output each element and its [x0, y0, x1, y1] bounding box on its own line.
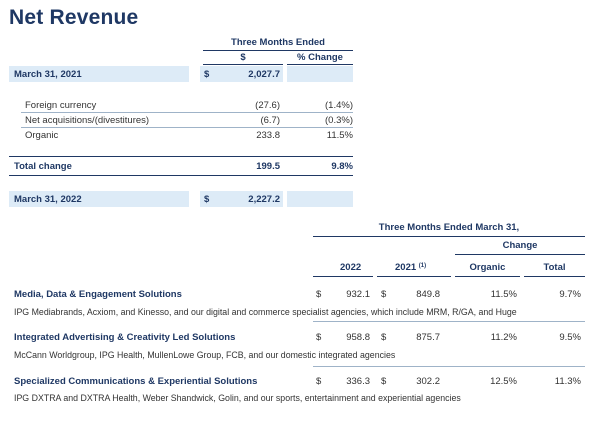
start-row-value: 2,027.7	[248, 69, 280, 80]
col-header-2021-year: 2021	[395, 262, 417, 273]
end-value-band	[200, 191, 283, 207]
col-rule-organic	[455, 276, 520, 277]
total-row-change: 9.8%	[331, 161, 353, 172]
segment-description: IPG Mediabrands, Acxiom, and Kinesso, an…	[14, 307, 517, 317]
segment-currency-2022: $	[316, 376, 322, 387]
segment-organic: 12.5%	[490, 376, 517, 387]
col-rule-total	[524, 276, 585, 277]
footnote-marker: (1)	[418, 263, 427, 269]
col-header-dollar: $	[240, 52, 246, 63]
start-row-band	[9, 66, 189, 82]
total-row-value: 199.5	[256, 161, 280, 172]
change-header: Change	[502, 240, 538, 251]
group-header: Three Months Ended	[231, 37, 325, 48]
segment-divider	[313, 366, 585, 367]
end-row-band	[9, 191, 189, 207]
total-rule-bottom	[9, 175, 353, 176]
row-label: Foreign currency	[25, 100, 97, 111]
segment-value-2021: 875.7	[416, 332, 440, 343]
start-row-currency: $	[204, 69, 210, 80]
segment-value-2022: 958.8	[346, 332, 370, 343]
group-header-rule	[203, 50, 353, 51]
row-divider	[21, 127, 353, 128]
row-label: Net acquisitions/(divestitures)	[25, 115, 150, 126]
change-header-rule	[455, 254, 585, 255]
start-row-label: March 31, 2021	[14, 69, 82, 80]
total-row-label: Total change	[14, 161, 72, 172]
col-rule-change	[287, 64, 353, 65]
segment-description: McCann Worldgroup, IPG Health, MullenLow…	[14, 350, 396, 360]
segment-value-2021: 302.2	[416, 376, 440, 387]
segment-total: 11.3%	[554, 376, 581, 387]
row-value: 233.8	[256, 130, 280, 141]
end-row-label: March 31, 2022	[14, 194, 82, 205]
segment-name: Media, Data & Engagement Solutions	[14, 289, 182, 300]
end-row-value: 2,227.2	[248, 194, 280, 205]
segment-name: Specialized Communications & Experientia…	[14, 376, 258, 387]
segment-total: 9.5%	[559, 332, 581, 343]
end-row-currency: $	[204, 194, 210, 205]
end-change-band	[287, 191, 353, 207]
group-header-rule	[313, 236, 585, 237]
row-change: (1.4%)	[325, 100, 353, 111]
segment-organic: 11.2%	[490, 332, 517, 343]
col-rule-2021	[377, 276, 451, 277]
total-rule-top	[9, 156, 353, 157]
page-title: Net Revenue	[9, 6, 139, 29]
segment-currency-2022: $	[316, 289, 322, 300]
segment-description: IPG DXTRA and DXTRA Health, Weber Shandw…	[14, 393, 461, 403]
row-divider	[21, 112, 353, 113]
col-rule-2022	[313, 276, 373, 277]
col-rule-dollar	[203, 64, 283, 65]
col-header-2022: 2022	[340, 262, 362, 273]
segment-currency-2021: $	[381, 289, 387, 300]
segment-name: Integrated Advertising & Creativity Led …	[14, 332, 236, 343]
row-label: Organic	[25, 130, 59, 141]
segment-currency-2022: $	[316, 332, 322, 343]
segment-divider	[313, 321, 585, 322]
row-value: (27.6)	[255, 100, 280, 111]
start-value-band	[200, 66, 283, 82]
segment-currency-2021: $	[381, 332, 387, 343]
segment-value-2022: 932.1	[346, 289, 370, 300]
segment-total: 9.7%	[559, 289, 581, 300]
col-header-organic: Organic	[469, 262, 506, 273]
group-header: Three Months Ended March 31,	[378, 222, 520, 233]
row-change: 11.5%	[326, 130, 353, 141]
segment-currency-2021: $	[381, 376, 387, 387]
row-change: (0.3%)	[325, 115, 353, 126]
segment-value-2022: 336.3	[346, 376, 370, 387]
row-value: (6.7)	[260, 115, 280, 126]
segment-value-2021: 849.8	[416, 289, 440, 300]
col-header-2021: 2021 (1)	[395, 262, 426, 273]
col-header-change: % Change	[297, 52, 343, 63]
segment-organic: 11.5%	[490, 289, 517, 300]
col-header-total: Total	[543, 262, 566, 273]
start-change-band	[287, 66, 353, 82]
